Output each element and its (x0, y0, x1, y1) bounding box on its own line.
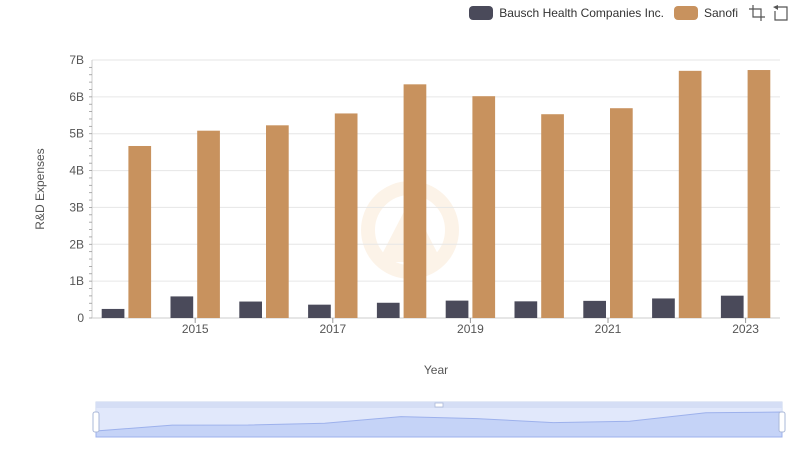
y-axis-title: R&D Expenses (33, 148, 47, 229)
bar-bausch-2022[interactable] (652, 298, 675, 318)
bar-bausch-2017[interactable] (308, 304, 331, 318)
bar-sanofi-2017[interactable] (334, 113, 358, 318)
x-axis: 2015 2017 2019 2021 2023 (182, 318, 759, 336)
y-tick-label: 0 (77, 311, 84, 325)
x-tick-label: 2015 (182, 322, 209, 336)
bar-bausch-2018[interactable] (376, 302, 400, 318)
x-tick-label: 2017 (319, 322, 346, 336)
legend-swatch-sanofi (673, 6, 698, 20)
y-tick-label: 4B (69, 164, 84, 178)
legend-label-sanofi: Sanofi (703, 6, 738, 20)
bar-sanofi-2015[interactable] (197, 130, 220, 318)
bar-sanofi-2023[interactable] (747, 70, 771, 318)
bar-sanofi-2016[interactable] (266, 125, 289, 319)
bar-bausch-2016[interactable] (239, 301, 262, 318)
y-tick-label: 7B (69, 53, 84, 67)
range-slider-center-grip[interactable] (434, 402, 444, 408)
bar-bausch-2020[interactable] (514, 301, 538, 318)
y-tick-label: 3B (69, 200, 84, 214)
legend-item-bausch[interactable]: Bausch Health Companies Inc. (469, 6, 664, 20)
bar-sanofi-2019[interactable] (472, 96, 496, 318)
x-axis-title: Year (424, 363, 448, 377)
bars (101, 70, 771, 319)
y-tick-label: 1B (69, 274, 84, 288)
bar-bausch-2023[interactable] (720, 295, 744, 318)
bar-sanofi-2022[interactable] (678, 70, 702, 318)
y-tick-label: 5B (69, 127, 84, 141)
legend-swatch-bausch (469, 6, 494, 20)
bar-bausch-2015[interactable] (170, 296, 194, 318)
bar-bausch-2021[interactable] (583, 300, 606, 318)
x-tick-label: 2023 (732, 322, 759, 336)
bar-sanofi-2014[interactable] (128, 145, 152, 318)
range-slider[interactable] (92, 401, 786, 438)
reset-zoom-icon[interactable] (772, 4, 790, 22)
box-zoom-icon[interactable] (748, 4, 766, 22)
range-slider-handle-left[interactable] (92, 411, 100, 433)
x-tick-label: 2021 (595, 322, 622, 336)
range-slider-handle-right[interactable] (778, 411, 786, 433)
legend: Bausch Health Companies Inc. Sanofi (469, 4, 790, 22)
bar-sanofi-2020[interactable] (541, 114, 564, 318)
y-tick-label: 6B (69, 90, 84, 104)
legend-label-bausch: Bausch Health Companies Inc. (499, 6, 664, 20)
x-tick-label: 2019 (457, 322, 484, 336)
bar-sanofi-2018[interactable] (403, 84, 427, 318)
y-tick-label: 2B (69, 237, 84, 251)
bar-bausch-2019[interactable] (445, 300, 469, 318)
y-axis: 0 1B 2B 3B 4B 5B 6B 7B (69, 53, 93, 325)
legend-item-sanofi[interactable]: Sanofi (673, 6, 738, 20)
bar-bausch-2014[interactable] (101, 308, 125, 318)
bar-sanofi-2021[interactable] (610, 108, 633, 319)
